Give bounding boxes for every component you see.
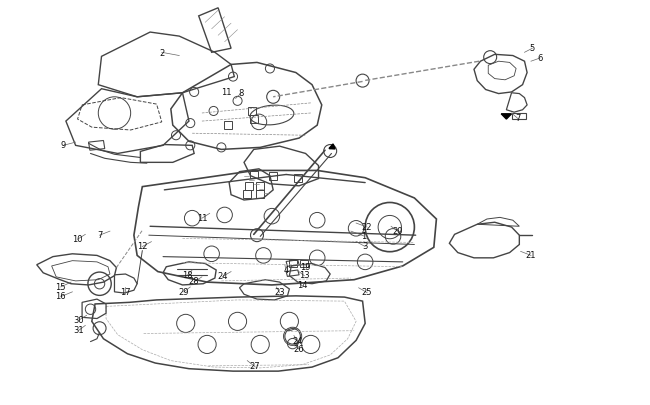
Text: 5: 5 [530, 44, 535, 53]
Text: 7: 7 [515, 114, 521, 123]
Text: 24: 24 [217, 271, 228, 280]
Text: 4: 4 [283, 266, 289, 275]
Text: 27: 27 [250, 362, 261, 371]
Text: 18: 18 [183, 270, 193, 279]
Bar [248, 107, 257, 115]
Bar [250, 115, 258, 124]
Text: 23: 23 [274, 288, 285, 296]
Bar [300, 260, 308, 268]
Text: 9: 9 [60, 141, 66, 150]
Bar [289, 260, 296, 268]
Bar [244, 182, 253, 190]
Text: 15: 15 [55, 282, 66, 291]
Text: 6: 6 [538, 53, 543, 62]
Text: 8: 8 [238, 89, 244, 98]
Text: 24: 24 [292, 336, 303, 345]
Bar [269, 172, 277, 180]
Text: 19: 19 [300, 262, 311, 272]
Text: 17: 17 [120, 288, 131, 296]
Text: 11: 11 [197, 213, 207, 222]
Text: 10: 10 [72, 234, 83, 243]
Text: 25: 25 [362, 288, 372, 296]
Text: 22: 22 [362, 222, 372, 231]
Text: 7: 7 [97, 230, 102, 239]
Bar [294, 174, 302, 182]
Text: 11: 11 [221, 88, 232, 97]
Text: 31: 31 [73, 325, 84, 334]
Text: 26: 26 [294, 344, 304, 353]
Text: 20: 20 [393, 226, 403, 235]
Text: 12: 12 [137, 242, 148, 251]
Polygon shape [501, 115, 512, 120]
Text: 16: 16 [55, 292, 66, 301]
Text: 1: 1 [361, 231, 367, 240]
Bar [224, 122, 232, 130]
Bar [250, 171, 258, 179]
Text: 29: 29 [179, 287, 189, 296]
Text: 30: 30 [73, 315, 84, 324]
Text: 14: 14 [297, 281, 307, 290]
Text: 2: 2 [159, 49, 164, 58]
Text: 13: 13 [299, 271, 309, 279]
Bar [243, 190, 252, 198]
Text: 21: 21 [526, 250, 536, 260]
Text: 3: 3 [363, 242, 368, 251]
Bar [256, 182, 264, 190]
Text: 28: 28 [189, 277, 200, 286]
Bar [256, 190, 264, 198]
